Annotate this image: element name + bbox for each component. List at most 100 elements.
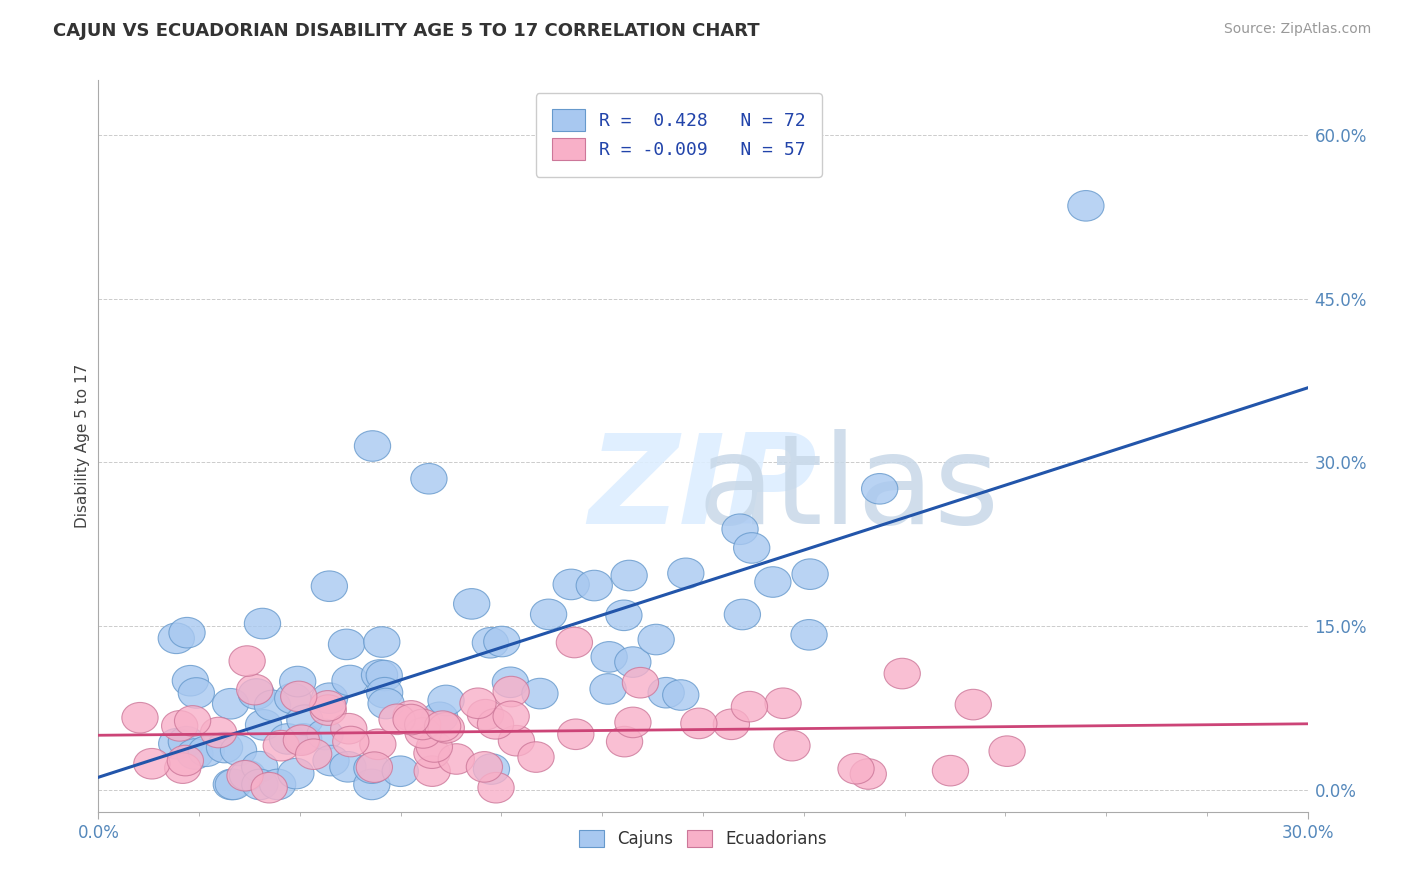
Ellipse shape (157, 623, 194, 654)
Ellipse shape (606, 726, 643, 757)
Ellipse shape (755, 566, 792, 598)
Ellipse shape (229, 646, 266, 676)
Ellipse shape (242, 751, 278, 782)
Ellipse shape (354, 769, 389, 800)
Ellipse shape (773, 731, 810, 761)
Ellipse shape (280, 666, 316, 697)
Ellipse shape (517, 742, 554, 772)
Ellipse shape (494, 676, 529, 706)
Ellipse shape (792, 559, 828, 590)
Ellipse shape (356, 752, 392, 782)
Ellipse shape (281, 681, 316, 712)
Legend: R =  0.428   N = 72, R = -0.009   N = 57: R = 0.428 N = 72, R = -0.009 N = 57 (536, 93, 823, 177)
Ellipse shape (378, 704, 415, 735)
Ellipse shape (478, 772, 515, 803)
Ellipse shape (278, 758, 314, 789)
Ellipse shape (366, 660, 402, 690)
Ellipse shape (229, 760, 266, 791)
Ellipse shape (474, 754, 509, 784)
Ellipse shape (169, 617, 205, 648)
Ellipse shape (169, 726, 204, 757)
Ellipse shape (295, 739, 332, 770)
Ellipse shape (392, 700, 429, 731)
Ellipse shape (614, 647, 651, 677)
Ellipse shape (311, 571, 347, 601)
Ellipse shape (1067, 191, 1104, 221)
Ellipse shape (612, 560, 647, 591)
Ellipse shape (439, 744, 474, 774)
Ellipse shape (314, 746, 349, 776)
Ellipse shape (354, 431, 391, 461)
Ellipse shape (413, 738, 450, 768)
Ellipse shape (478, 708, 513, 739)
Ellipse shape (724, 599, 761, 630)
Ellipse shape (884, 658, 921, 689)
Ellipse shape (172, 665, 208, 696)
Ellipse shape (165, 753, 201, 783)
Ellipse shape (333, 726, 368, 756)
Ellipse shape (460, 688, 496, 719)
Ellipse shape (162, 711, 198, 741)
Ellipse shape (427, 713, 464, 743)
Ellipse shape (492, 667, 529, 698)
Ellipse shape (207, 732, 243, 763)
Ellipse shape (425, 711, 461, 741)
Ellipse shape (416, 731, 453, 763)
Ellipse shape (454, 589, 489, 619)
Text: atlas: atlas (697, 429, 1000, 550)
Ellipse shape (522, 678, 558, 709)
Ellipse shape (862, 474, 898, 504)
Ellipse shape (792, 620, 827, 650)
Ellipse shape (329, 629, 364, 660)
Ellipse shape (484, 626, 520, 657)
Ellipse shape (648, 677, 685, 708)
Ellipse shape (623, 667, 658, 698)
Ellipse shape (188, 736, 225, 766)
Ellipse shape (221, 735, 257, 765)
Ellipse shape (591, 641, 627, 673)
Ellipse shape (134, 748, 170, 779)
Ellipse shape (330, 714, 367, 744)
Ellipse shape (252, 772, 287, 803)
Y-axis label: Disability Age 5 to 17: Disability Age 5 to 17 (75, 364, 90, 528)
Ellipse shape (405, 718, 441, 748)
Ellipse shape (932, 756, 969, 786)
Ellipse shape (467, 699, 503, 730)
Ellipse shape (270, 723, 305, 755)
Ellipse shape (731, 691, 768, 722)
Ellipse shape (405, 709, 441, 739)
Ellipse shape (226, 761, 263, 791)
Ellipse shape (721, 514, 758, 544)
Ellipse shape (392, 705, 429, 735)
Ellipse shape (851, 759, 886, 789)
Ellipse shape (246, 710, 281, 740)
Ellipse shape (668, 558, 704, 589)
Ellipse shape (467, 752, 502, 782)
Ellipse shape (236, 674, 273, 705)
Ellipse shape (368, 689, 404, 719)
Ellipse shape (245, 608, 281, 639)
Ellipse shape (254, 690, 291, 721)
Ellipse shape (309, 690, 346, 721)
Ellipse shape (413, 756, 450, 787)
Ellipse shape (242, 769, 278, 800)
Ellipse shape (179, 678, 215, 708)
Ellipse shape (638, 624, 675, 655)
Ellipse shape (212, 689, 249, 719)
Ellipse shape (472, 627, 509, 658)
Ellipse shape (498, 725, 534, 756)
Ellipse shape (361, 660, 398, 690)
Ellipse shape (311, 683, 347, 714)
Ellipse shape (283, 725, 319, 756)
Ellipse shape (215, 769, 252, 800)
Ellipse shape (354, 753, 389, 783)
Ellipse shape (214, 769, 249, 800)
Ellipse shape (955, 690, 991, 720)
Ellipse shape (558, 719, 593, 749)
Ellipse shape (238, 679, 274, 709)
Ellipse shape (330, 752, 366, 782)
Ellipse shape (159, 729, 195, 759)
Ellipse shape (174, 706, 211, 736)
Ellipse shape (201, 717, 236, 747)
Ellipse shape (422, 702, 458, 732)
